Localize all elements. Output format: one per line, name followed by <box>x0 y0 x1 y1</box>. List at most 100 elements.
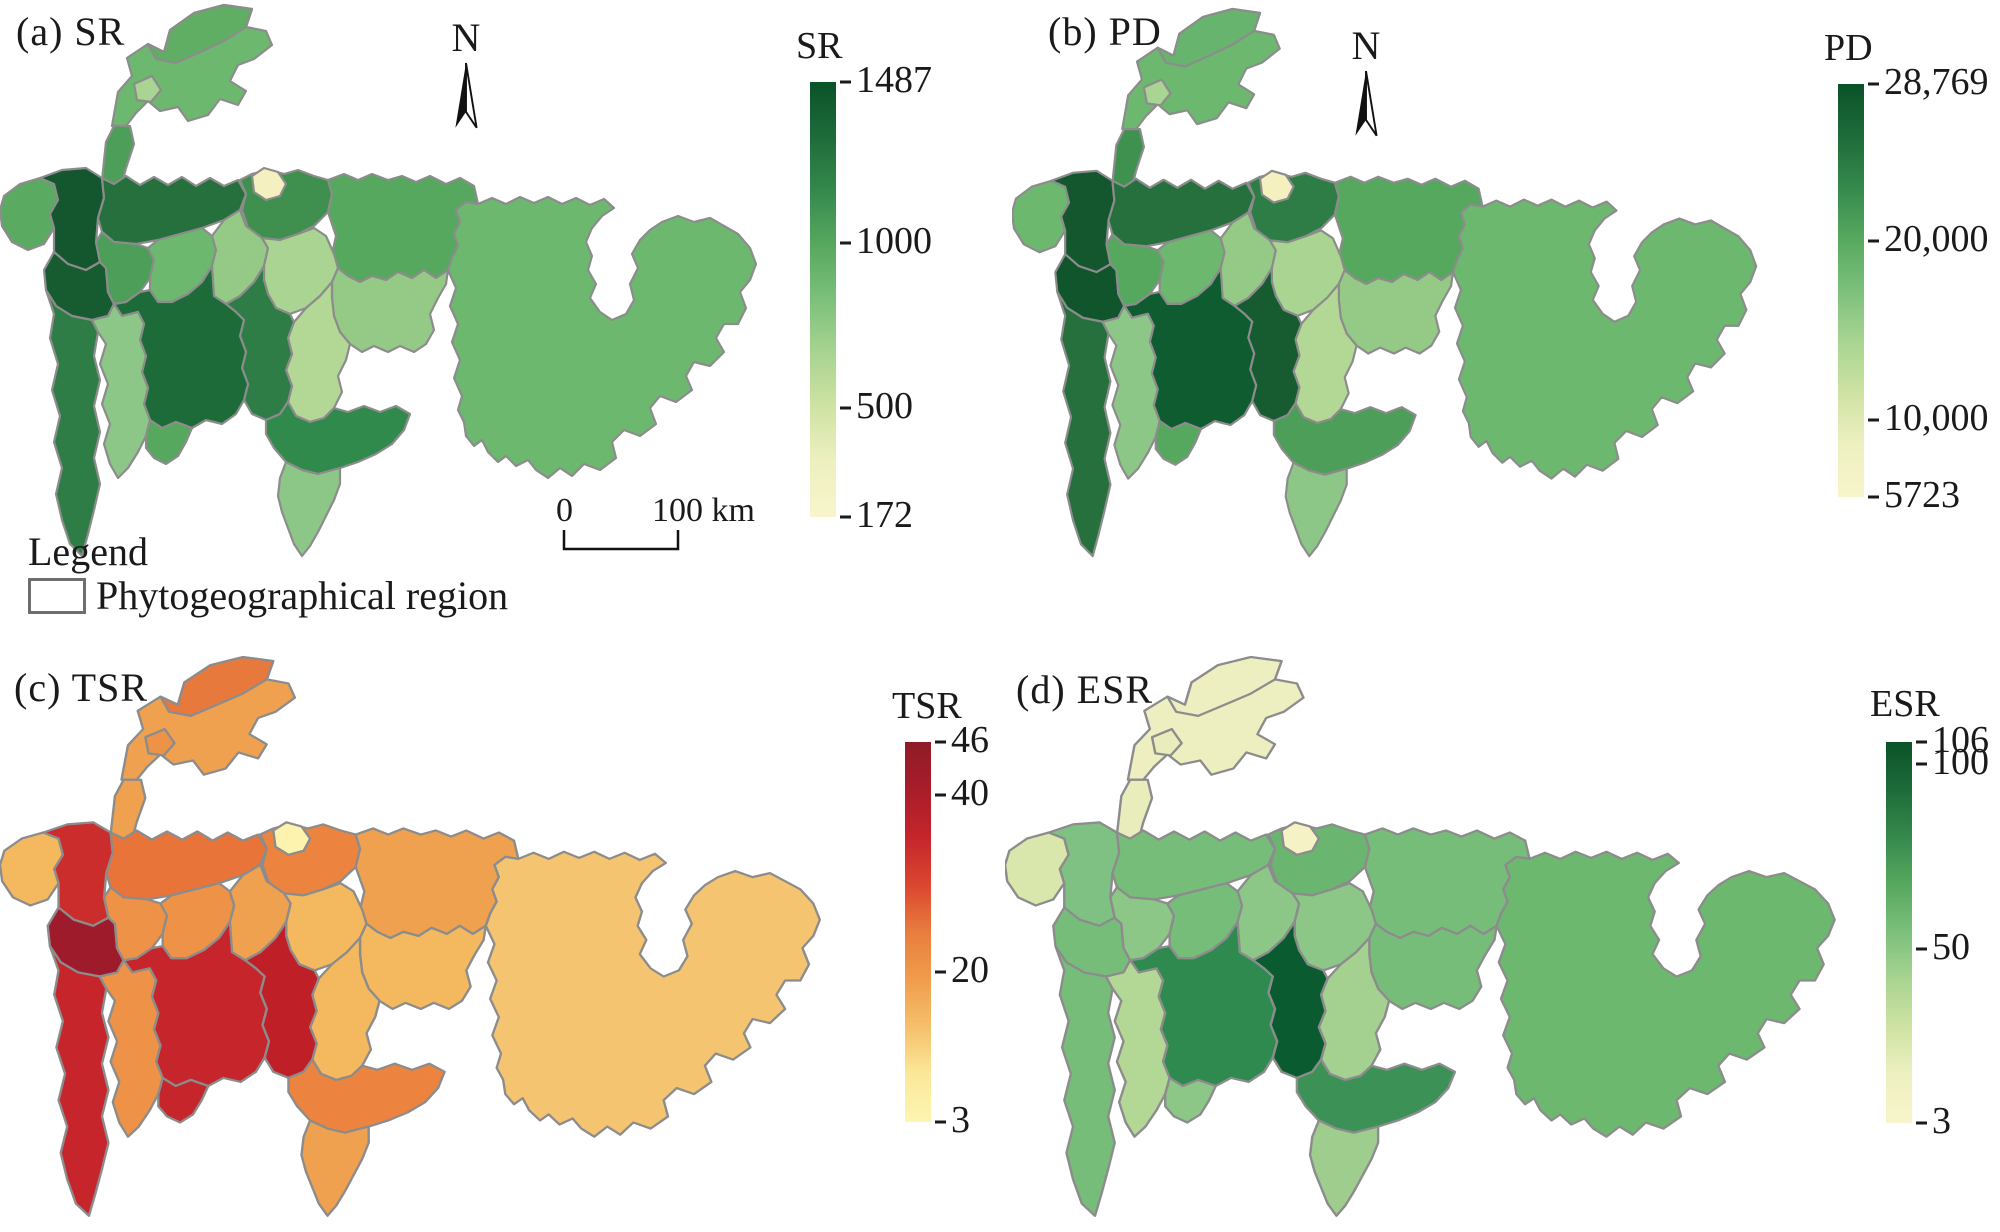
map-region-tiny-pale <box>1258 169 1295 204</box>
colorbar-gradient <box>1838 84 1864 497</box>
colorbar-tick-label: 20 <box>951 949 989 992</box>
map-region-east-big <box>446 195 758 480</box>
colorbar-tick-mark <box>1916 947 1927 951</box>
colorbar-esr: 106 100 50 3 <box>1886 719 1998 1142</box>
map-region-south-small <box>1154 419 1203 466</box>
map-region-panhandle-strip <box>1156 7 1262 68</box>
colorbar-tick-mark <box>1868 239 1879 243</box>
colorbar-pd: 28,769 20,000 10,000 5723 <box>1838 61 1998 516</box>
map-region-panhandle-patch <box>132 74 163 104</box>
map-region-east-big <box>1451 198 1758 480</box>
colorbar-tick-label: 40 <box>951 772 989 815</box>
scalebar-bracket <box>562 530 680 551</box>
map-region-southwest-light <box>1104 959 1171 1138</box>
compass-arrow-icon <box>1355 70 1378 137</box>
colorbar-tick-mark <box>1868 82 1879 86</box>
map-region-south-tip <box>276 460 342 558</box>
colorbar-gradient <box>810 82 836 517</box>
colorbar-tick-mark <box>840 241 851 245</box>
colorbar-gradient <box>1886 742 1912 1123</box>
colorbar-tick-label: 46 <box>951 719 989 762</box>
colorbar-gradient <box>905 742 931 1122</box>
legend-heading: Legend <box>28 529 148 574</box>
colorbar-tick-label: 50 <box>1932 926 1970 969</box>
compass-arrow-icon <box>455 62 478 129</box>
colorbar-tick-mark <box>935 1120 946 1124</box>
map-region-southwest-light <box>98 959 164 1138</box>
legend-item-label: Phytogeographical region <box>96 573 509 618</box>
map-region-central-light-2 <box>1368 922 1498 1011</box>
map-region-southwest-strip <box>1054 944 1116 1217</box>
colorbar-tick-mark <box>840 515 851 519</box>
colorbar-tick-label: 100 <box>1932 741 1989 784</box>
map-region-central-light-2 <box>358 922 488 1011</box>
choropleth-map-pd <box>1012 7 1758 558</box>
colorbar-title-esr: ESR <box>1870 683 1940 725</box>
map-region-panhandle-strip <box>1166 655 1283 717</box>
colorbar-tick-mark <box>1916 762 1927 766</box>
choropleth-map-esr <box>1005 655 1836 1217</box>
map-region-south-tip <box>1308 1119 1380 1217</box>
map-region-south-tip <box>1284 461 1348 558</box>
panel-label-a: (a) SR <box>16 9 126 54</box>
map-region-east-big <box>1495 850 1836 1138</box>
colorbar-title-pd: PD <box>1824 27 1873 69</box>
map-region-tiny-pale <box>250 166 288 202</box>
map-region-southwest-strip <box>1056 290 1112 558</box>
map-region-panhandle-strip <box>146 3 254 65</box>
choropleth-map-tsr <box>0 655 822 1217</box>
colorbar-tick-label: 1000 <box>856 220 932 263</box>
map-region-central-light-2 <box>330 266 450 354</box>
colorbar-tick-label: 20,000 <box>1884 218 1989 261</box>
map-region-tiny-pale <box>1280 821 1321 856</box>
colorbar-title-sr: SR <box>796 25 843 67</box>
colorbar-tick-mark <box>935 970 946 974</box>
colorbar-tick-mark <box>840 406 851 410</box>
north-arrow: N <box>448 18 484 132</box>
colorbar-tsr: 46 40 20 3 <box>905 719 1025 1141</box>
map-region-south-small <box>144 418 194 466</box>
colorbar-tick-mark <box>1916 1121 1927 1125</box>
colorbar-title-tsr: TSR <box>892 685 962 727</box>
map-region-south-tip <box>300 1119 370 1217</box>
colorbar-tick-label: 10,000 <box>1884 397 1989 440</box>
colorbar-tick-mark <box>935 740 946 744</box>
map-region-southwest-light <box>1101 304 1161 480</box>
map-region-south-small <box>157 1076 210 1124</box>
panel-label-c: (c) TSR <box>14 665 149 710</box>
map-region-southwest-light <box>90 302 152 480</box>
scalebar-zero-label: 0 <box>556 492 573 529</box>
colorbar-tick-label: 1487 <box>856 59 932 102</box>
panel-label-b: (b) PD <box>1048 9 1162 54</box>
colorbar-tick-label: 3 <box>1932 1100 1951 1143</box>
north-letter: N <box>451 15 481 60</box>
colorbar-tick-label: 28,769 <box>1884 61 1989 104</box>
map-region-tiny-pale <box>272 821 312 856</box>
colorbar-tick-label: 5723 <box>1884 474 1960 517</box>
scalebar-distance-label: 100 km <box>652 492 755 529</box>
colorbar-tick-label: 500 <box>856 385 913 428</box>
map-region-panhandle-patch <box>1150 727 1183 757</box>
choropleth-map-sr <box>0 3 758 558</box>
map-region-central-light-2 <box>1337 269 1455 355</box>
map-region-east-big <box>484 850 822 1138</box>
map-region-panhandle-patch <box>144 727 176 757</box>
panel-label-d: (d) ESR <box>1016 667 1153 712</box>
map-region-south-small <box>1164 1076 1217 1124</box>
colorbar-tick-label: 172 <box>856 494 913 537</box>
north-arrow: N <box>1348 26 1384 140</box>
map-region-panhandle-patch <box>1142 78 1172 107</box>
map-region-panhandle-strip <box>159 655 275 717</box>
colorbar-tick-label: 106 <box>1932 719 1989 762</box>
colorbar-tick-mark <box>840 80 851 84</box>
colorbar-tick-mark <box>1868 418 1879 422</box>
map-region-southwest-strip <box>44 288 102 558</box>
colorbar-tick-mark <box>1868 495 1879 499</box>
colorbar-tick-mark <box>1916 740 1927 744</box>
map-region-southwest-strip <box>48 944 110 1217</box>
legend-region-swatch <box>28 578 86 614</box>
colorbar-tick-mark <box>935 793 946 797</box>
north-letter: N <box>1351 23 1381 68</box>
colorbar-tick-label: 3 <box>951 1099 970 1142</box>
